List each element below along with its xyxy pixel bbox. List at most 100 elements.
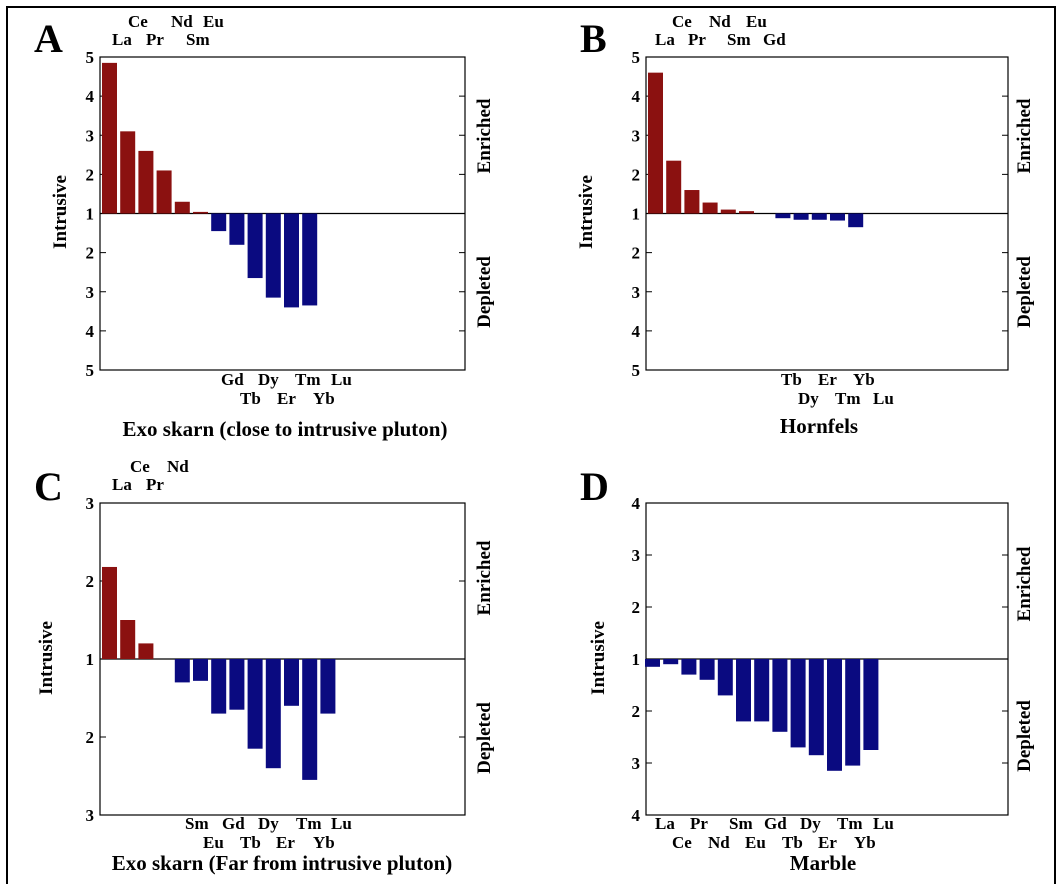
- bar-la: [102, 62, 117, 214]
- element-label: Pr: [146, 30, 164, 49]
- bar-ce: [120, 620, 136, 659]
- bar-ce: [663, 659, 679, 665]
- element-label: Tb: [240, 389, 261, 408]
- y-tick-label: 3: [86, 126, 95, 145]
- bar-tm: [284, 659, 299, 706]
- bar-sm: [174, 201, 190, 214]
- y-tick-label: 4: [86, 87, 95, 106]
- element-label: Er: [818, 370, 837, 389]
- panel-caption: Marble: [790, 851, 856, 875]
- bar-ce: [666, 160, 682, 214]
- bar-eu: [736, 659, 751, 722]
- bar-tb: [775, 213, 791, 219]
- y-tick-label: 2: [86, 728, 95, 747]
- element-label: Tm: [837, 814, 863, 833]
- y-tick-label: 5: [632, 48, 641, 67]
- element-label: Ce: [130, 457, 150, 476]
- y-tick-label: 2: [632, 598, 641, 617]
- depleted-label: Depleted: [474, 702, 495, 774]
- enriched-label: Enriched: [474, 540, 495, 615]
- depleted-label: Depleted: [474, 256, 495, 328]
- panel-b: 5 4 3 2 1 2 3 4 5 B Ce Nd Eu La Pr Sm Gd Tb Er Yb Dy Tm Lu Intr…: [576, 12, 1035, 438]
- bar-la: [102, 566, 117, 659]
- bar-pr: [138, 150, 154, 214]
- element-label: Lu: [873, 814, 894, 833]
- bar-nd: [699, 659, 715, 680]
- element-label: Gd: [222, 814, 245, 833]
- y-axis-label: Intrusive: [36, 621, 57, 695]
- bar-dy: [790, 659, 806, 748]
- element-label: Dy: [258, 814, 279, 833]
- y-tick-label: 3: [86, 494, 95, 513]
- bar-dy: [247, 659, 263, 749]
- bar-er: [265, 213, 281, 298]
- y-tick-label: 4: [632, 87, 641, 106]
- element-label: Ce: [672, 833, 692, 852]
- y-tick-label: 5: [86, 361, 95, 380]
- bar-dy: [247, 213, 263, 279]
- bar-gd: [754, 659, 770, 722]
- element-label: Tm: [835, 389, 861, 408]
- bar-yb: [848, 213, 864, 228]
- y-tick-label: 1: [86, 205, 95, 224]
- bar-yb: [845, 659, 861, 766]
- element-label: Dy: [800, 814, 821, 833]
- bar-tm: [830, 213, 845, 221]
- y-axis-label: Intrusive: [50, 175, 71, 249]
- element-label: Tm: [296, 814, 322, 833]
- y-tick-label: 5: [86, 48, 95, 67]
- bar-er: [811, 213, 827, 220]
- enriched-label: Enriched: [474, 98, 495, 173]
- bar-gd: [211, 659, 227, 714]
- bar-ce: [120, 131, 136, 214]
- element-label: Eu: [745, 833, 766, 852]
- y-tick-label: 1: [632, 650, 641, 669]
- panel-c: 3 2 1 2 3 C Ce Nd La Pr Sm Gd Dy Tm Lu Eu Tb Er Yb Intrusiv…: [34, 457, 495, 875]
- y-tick-label: 2: [86, 572, 95, 591]
- panel-letter: B: [580, 16, 607, 61]
- element-label: Nd: [167, 457, 189, 476]
- panel-a: 5 4 3 2 1 2 3 4 5 A Ce Nd Eu La Pr Sm Gd Dy Tm Lu Tb Er Yb Intr…: [34, 12, 495, 441]
- y-tick-label: 3: [86, 283, 95, 302]
- element-label: Yb: [854, 833, 876, 852]
- element-label: Lu: [331, 814, 352, 833]
- bar-tb: [229, 659, 245, 710]
- y-tick-label: 3: [632, 754, 641, 773]
- bar-la: [648, 72, 663, 214]
- bar-tm: [284, 213, 299, 308]
- bar-sm: [174, 659, 190, 683]
- element-label: Sm: [729, 814, 753, 833]
- element-label: Yb: [853, 370, 875, 389]
- y-tick-label: 3: [632, 283, 641, 302]
- bar-tb: [772, 659, 788, 732]
- element-label: Pr: [688, 30, 706, 49]
- element-label: Lu: [873, 389, 894, 408]
- bar-dy: [793, 213, 809, 220]
- bar-pr: [684, 190, 700, 214]
- element-label: Gd: [763, 30, 786, 49]
- bar-yb: [302, 213, 318, 306]
- bar-sm: [717, 659, 733, 696]
- bar-nd: [156, 170, 172, 214]
- element-label: Sm: [186, 30, 210, 49]
- element-label: Dy: [798, 389, 819, 408]
- y-axis-label: Intrusive: [576, 175, 597, 249]
- element-label: La: [112, 475, 132, 494]
- element-label: Ce: [672, 12, 692, 31]
- element-label: Ce: [128, 12, 148, 31]
- panel-caption: Exo skarn (Far from intrusive pluton): [112, 851, 453, 875]
- y-tick-label: 3: [632, 546, 641, 565]
- bar-pr: [681, 659, 697, 675]
- element-label: Er: [818, 833, 837, 852]
- element-label: Er: [277, 389, 296, 408]
- bar-lu: [863, 659, 879, 750]
- y-axis-label: Intrusive: [588, 621, 609, 695]
- y-tick-label: 4: [632, 806, 641, 825]
- y-tick-label: 4: [632, 494, 641, 513]
- element-label: La: [112, 30, 132, 49]
- panel-d: 4 3 2 1 2 3 4 D La Pr Sm Gd Dy Tm Lu Ce Nd Eu Tb Er Yb Intrus…: [580, 464, 1035, 875]
- element-label: Tb: [240, 833, 261, 852]
- element-label: La: [655, 814, 675, 833]
- y-tick-label: 2: [86, 244, 95, 263]
